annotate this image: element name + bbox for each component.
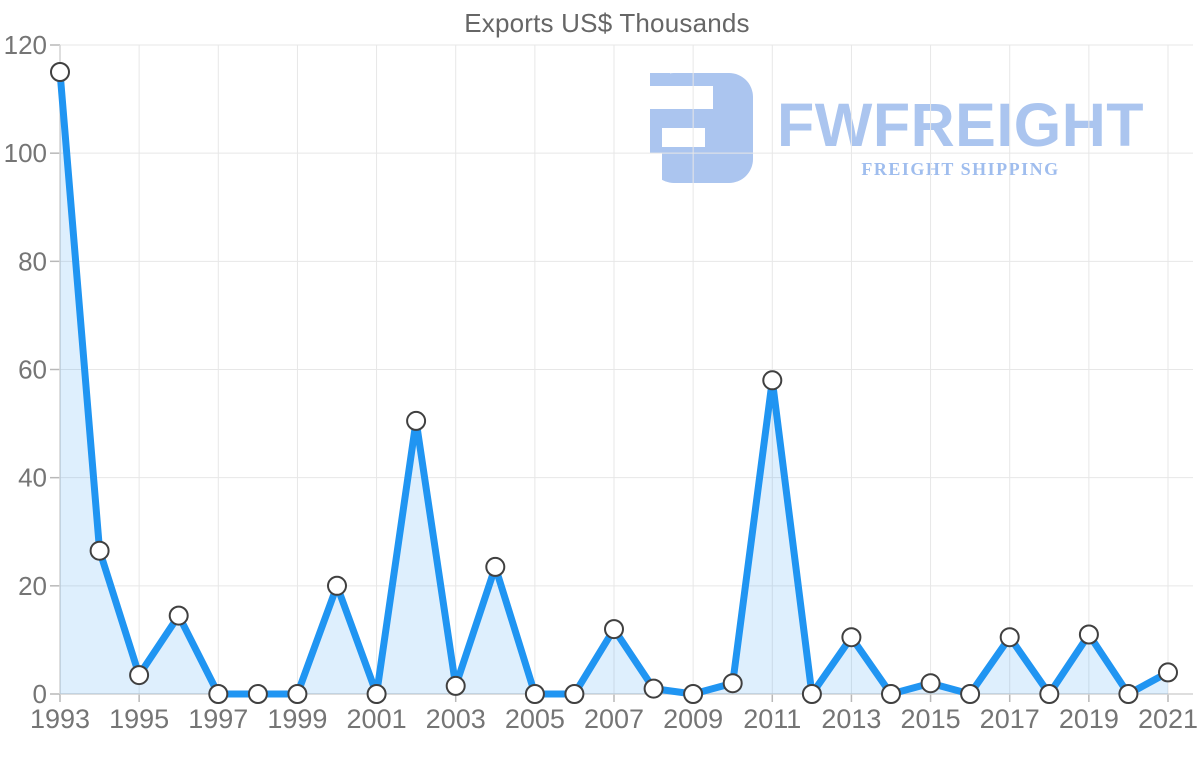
x-axis-label: 2015	[901, 704, 961, 734]
y-axis-label: 80	[18, 246, 47, 276]
data-point-marker	[247, 684, 268, 704]
y-axis-label: 20	[18, 571, 47, 601]
x-axis-label: 2013	[821, 704, 881, 734]
x-axis-label: 2005	[505, 704, 565, 734]
data-point-marker	[524, 684, 545, 704]
data-point-marker	[445, 675, 466, 696]
data-point-marker	[881, 684, 901, 704]
data-point-marker	[1118, 684, 1139, 704]
data-point-marker	[168, 605, 189, 626]
y-axis-label: 100	[4, 138, 47, 168]
data-point-marker	[960, 684, 981, 704]
data-point-marker	[327, 575, 347, 596]
x-axis-label: 2011	[743, 704, 801, 734]
data-point-marker	[89, 540, 110, 561]
watermark-brand: FWFREIGHT	[777, 91, 1145, 159]
y-axis-label: 120	[4, 30, 47, 60]
data-point-marker	[485, 556, 506, 577]
watermark-text: FWFREIGHT FREIGHT SHIPPING	[777, 95, 1144, 180]
x-axis-label: 2019	[1059, 704, 1119, 734]
data-point-marker	[366, 684, 387, 704]
data-point-marker	[129, 665, 150, 686]
x-axis-label: 2017	[980, 704, 1040, 734]
chart-title: Exports US$ Thousands	[464, 8, 750, 38]
x-axis-label: 2009	[663, 704, 723, 734]
y-axis-label: 40	[18, 463, 47, 493]
x-axis-label: 2003	[426, 704, 486, 734]
x-axis-label: 1993	[30, 704, 90, 734]
data-point-marker	[50, 62, 70, 82]
watermark-tagline: FREIGHT SHIPPING	[861, 159, 1060, 179]
data-point-marker	[801, 684, 822, 704]
data-point-marker	[1158, 662, 1178, 683]
x-axis-label: 2021	[1138, 704, 1198, 734]
x-axis-label: 1997	[188, 704, 248, 734]
data-point-marker	[841, 627, 862, 648]
watermark-logo: FWFREIGHT FREIGHT SHIPPING	[650, 73, 1144, 183]
data-point-marker	[406, 410, 427, 431]
data-point-marker	[999, 627, 1020, 648]
data-point-marker	[1039, 684, 1060, 704]
data-point-marker	[722, 673, 743, 694]
data-point-marker	[604, 619, 624, 640]
data-point-marker	[287, 684, 308, 704]
data-point-marker	[1078, 624, 1099, 645]
data-point-marker	[683, 684, 704, 704]
x-axis-label: 1999	[267, 704, 327, 734]
data-point-marker	[208, 684, 229, 704]
y-axis-label: 0	[33, 679, 47, 709]
data-point-marker	[643, 678, 664, 699]
x-axis-label: 2001	[347, 704, 407, 734]
data-point-marker	[920, 673, 941, 694]
x-axis-label: 2007	[584, 704, 644, 734]
data-point-marker	[762, 370, 783, 391]
y-axis-label: 60	[18, 355, 47, 385]
x-axis-label: 1995	[109, 704, 169, 734]
fwfreight-logo-icon	[650, 73, 753, 183]
data-point-marker	[564, 684, 585, 704]
